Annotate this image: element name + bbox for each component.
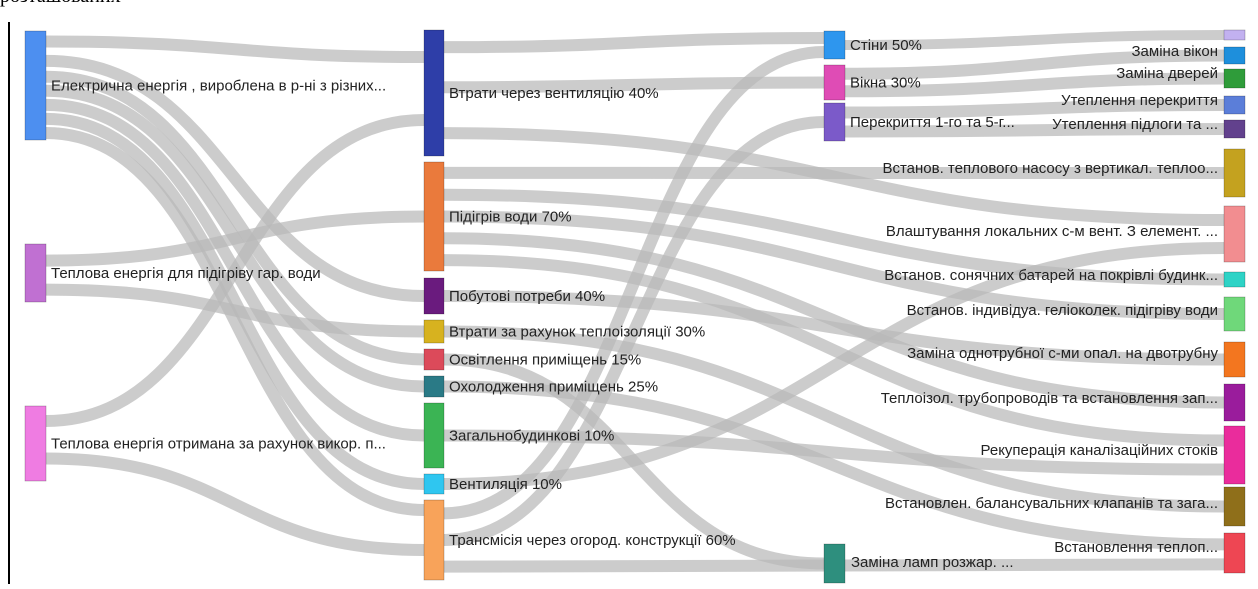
node-label-winrep: Заміна вікон <box>1132 43 1219 60</box>
node-trans[interactable] <box>423 499 445 581</box>
node-label-recup: Рекуперація каналізаційних стоків <box>981 442 1219 459</box>
node-collect[interactable] <box>1223 296 1246 332</box>
nodes-layer: Електрична енергія , вироблена в р-ні з … <box>24 29 1246 584</box>
node-tg[interactable] <box>24 243 47 303</box>
node-house[interactable] <box>423 277 445 315</box>
node-label-lamps: Заміна ламп розжар. ... <box>851 554 1014 571</box>
node-localvent[interactable] <box>1223 205 1246 263</box>
node-water[interactable] <box>423 161 445 272</box>
node-cool[interactable] <box>423 375 445 398</box>
node-vent10[interactable] <box>423 473 445 495</box>
link-water-collect <box>443 210 1225 320</box>
node-label-roofs: Перекриття 1-го та 5-г... <box>850 114 1015 131</box>
node-light[interactable] <box>423 348 445 371</box>
link-tg-water <box>45 210 425 267</box>
node-heatinst[interactable] <box>1223 532 1246 574</box>
node-label-cool: Охолодження приміщень 25% <box>449 379 658 396</box>
node-label-valves: Встановлен. балансувальних клапанів та з… <box>885 495 1218 512</box>
node-recup[interactable] <box>1223 425 1246 485</box>
node-label-el: Електрична енергія , вироблена в р-ні з … <box>51 78 386 95</box>
link-trans-walls <box>443 46 825 520</box>
link-common-recup <box>443 429 1225 476</box>
link-house-twopipe <box>443 290 1225 366</box>
link-el-light <box>45 70 425 366</box>
link-vent10-localvent <box>443 242 1225 490</box>
node-label-solar: Встанов. сонячних батарей на покрівлі бу… <box>884 267 1218 284</box>
node-label-insul: Втрати за рахунок теплоізоляції 30% <box>449 324 705 341</box>
node-label-tg: Теплова енергія для підігріву гар. води <box>51 265 321 282</box>
link-insul-valves <box>443 325 1225 513</box>
link-windows-winrep <box>844 49 1225 80</box>
node-label-windows: Вікна 30% <box>850 75 921 92</box>
node-label-water: Підігрів води 70% <box>449 209 572 226</box>
node-el[interactable] <box>24 30 47 141</box>
link-tv-vent40 <box>45 114 425 427</box>
node-winrep[interactable] <box>1223 46 1246 65</box>
link-water-recup <box>443 254 1225 447</box>
node-label-collect: Встанов. індивідуа. геліоколек. підігрів… <box>907 302 1218 319</box>
node-pipes[interactable] <box>1223 383 1246 422</box>
node-lamps[interactable] <box>823 543 846 584</box>
node-label-trans: Трансмісія через огород. конструкції 60% <box>449 532 736 549</box>
node-label-walls: Стіни 50% <box>850 37 922 54</box>
node-label-floorins: Утеплення підлоги та ... <box>1052 116 1218 133</box>
node-label-twopipe: Заміна однотрубної с-ми опал. на двотруб… <box>907 345 1218 362</box>
node-t_top[interactable] <box>1223 29 1246 41</box>
node-label-vent40: Втрати через вентиляцію 40% <box>449 85 659 102</box>
link-vent40-walls <box>443 32 825 54</box>
node-label-vent10: Вентиляція 10% <box>449 476 562 493</box>
link-walls-t_top <box>844 30 1225 50</box>
link-el-house <box>45 54 425 302</box>
link-vent40-windows <box>443 76 825 94</box>
link-el-trans <box>45 126 425 516</box>
node-valves[interactable] <box>1223 486 1246 527</box>
node-label-heatinst: Встановлення теплоп... <box>1054 539 1218 556</box>
link-roofs-floorins <box>844 123 1225 138</box>
link-el-vent40 <box>45 35 425 63</box>
node-roofs[interactable] <box>823 102 846 142</box>
node-label-pipes: Теплоізол. трубопроводів та встановлення… <box>881 390 1218 407</box>
node-tv[interactable] <box>24 405 47 482</box>
node-label-light: Освітлення приміщень 15% <box>449 352 641 369</box>
node-label-doorrep: Заміна дверей <box>1116 65 1218 82</box>
node-solar[interactable] <box>1223 271 1246 288</box>
clipped-heading-fragment: розташованих <box>0 0 121 8</box>
link-cool-heatinst <box>443 380 1225 551</box>
links-layer <box>45 30 1225 573</box>
link-trans-roofs <box>443 116 825 546</box>
link-el-vent10 <box>45 112 425 490</box>
node-label-roofins: Утеплення перекриття <box>1061 92 1218 109</box>
link-water-pipes <box>443 232 1225 409</box>
node-common[interactable] <box>423 402 445 469</box>
link-roofs-roofins <box>844 99 1225 119</box>
link-tv-trans <box>45 452 425 556</box>
link-water-solar <box>443 188 1225 286</box>
node-windows[interactable] <box>823 64 846 101</box>
node-roofins[interactable] <box>1223 95 1246 115</box>
node-walls[interactable] <box>823 30 846 60</box>
node-heatpump[interactable] <box>1223 148 1246 198</box>
node-label-heatpump: Встанов. теплового насосу з вертикал. те… <box>882 160 1218 177</box>
link-windows-doorrep <box>844 72 1225 98</box>
node-vent40[interactable] <box>423 29 445 157</box>
node-floorins[interactable] <box>1223 119 1246 139</box>
node-label-common: Загальнобудинкові 10% <box>449 428 614 445</box>
node-label-house: Побутові потреби 40% <box>449 288 605 305</box>
node-insul[interactable] <box>423 319 445 344</box>
node-label-localvent: Влаштування локальних с-м вент. З елемен… <box>886 223 1218 240</box>
link-tg-insul <box>45 283 425 338</box>
node-label-tv: Теплова енергія отримана за рахунок вико… <box>51 436 386 453</box>
node-twopipe[interactable] <box>1223 341 1246 378</box>
node-doorrep[interactable] <box>1223 68 1246 89</box>
left-border-line <box>8 22 10 584</box>
